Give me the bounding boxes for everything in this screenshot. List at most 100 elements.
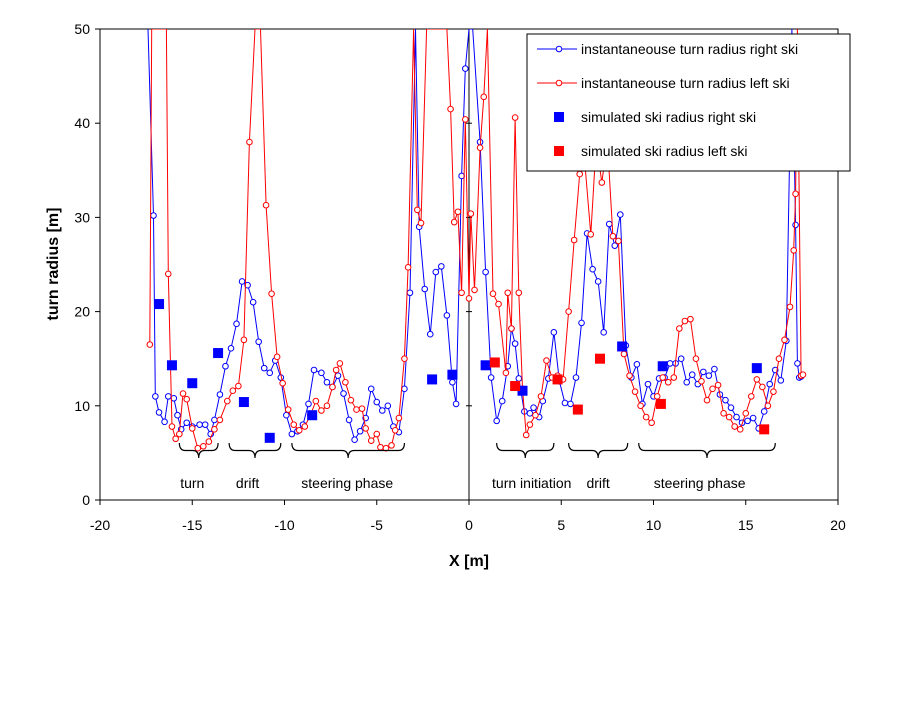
- data-point: [404, 264, 412, 271]
- data-point: [711, 365, 718, 373]
- phase-label: drift: [236, 475, 259, 491]
- data-point: [532, 411, 539, 419]
- data-point: [334, 372, 342, 379]
- data-point: [489, 357, 500, 368]
- data-point: [722, 396, 729, 404]
- data-point: [224, 397, 231, 405]
- data-point: [262, 201, 270, 209]
- phase-label: steering phase: [654, 475, 746, 491]
- data-point: [443, 312, 451, 319]
- data-point: [659, 374, 667, 381]
- data-point: [307, 410, 318, 421]
- x-tick-label: 0: [465, 517, 473, 533]
- data-point: [179, 390, 187, 397]
- data-point: [570, 236, 578, 244]
- data-point: [401, 385, 408, 393]
- x-axis-title: X [m]: [449, 553, 489, 570]
- phase-label: turn: [180, 475, 204, 491]
- data-point: [687, 315, 694, 323]
- data-point: [657, 361, 668, 372]
- data-point: [720, 410, 727, 417]
- data-point: [552, 374, 563, 385]
- data-point: [295, 426, 303, 434]
- data-point: [465, 295, 473, 302]
- data-point: [414, 206, 421, 214]
- data-point: [480, 360, 491, 371]
- data-point: [664, 378, 672, 386]
- data-point: [511, 340, 519, 347]
- data-point: [502, 369, 510, 377]
- legend-marker: [554, 112, 564, 122]
- data-point: [187, 378, 198, 389]
- data-point: [367, 437, 375, 444]
- data-point: [358, 405, 366, 412]
- data-point: [447, 369, 458, 380]
- data-point: [764, 402, 772, 410]
- data-point: [417, 219, 425, 227]
- data-point: [246, 138, 253, 146]
- data-point: [515, 375, 523, 382]
- data-point: [233, 320, 240, 328]
- data-point: [450, 218, 458, 226]
- y-tick-label: 30: [74, 209, 90, 225]
- data-point: [617, 341, 628, 352]
- data-point: [438, 263, 445, 270]
- data-point: [388, 442, 395, 449]
- data-point: [498, 397, 506, 405]
- data-point: [305, 400, 312, 408]
- data-point: [572, 374, 580, 381]
- data-point: [273, 353, 281, 361]
- legend-label: simulated ski radius left ski: [581, 143, 748, 159]
- data-point: [594, 278, 602, 285]
- y-tick-label: 50: [74, 21, 90, 37]
- data-point: [753, 376, 761, 383]
- data-point: [653, 393, 661, 400]
- data-point: [725, 413, 733, 421]
- y-tick-label: 0: [82, 492, 90, 508]
- data-point: [462, 116, 469, 123]
- data-point: [183, 419, 191, 427]
- data-point: [356, 427, 364, 435]
- x-tick-label: -10: [274, 517, 294, 533]
- data-point: [150, 212, 157, 219]
- data-point: [176, 430, 183, 438]
- data-point: [336, 360, 344, 367]
- data-point: [786, 303, 794, 311]
- data-point: [264, 432, 275, 443]
- x-tick-label: -15: [182, 517, 202, 533]
- data-point: [395, 414, 403, 422]
- data-point: [235, 382, 242, 390]
- data-point: [655, 398, 666, 409]
- data-point: [268, 290, 275, 298]
- data-point: [216, 391, 224, 398]
- data-point: [709, 385, 716, 393]
- data-point: [775, 355, 783, 363]
- x-tick-label: -20: [90, 517, 110, 533]
- data-point: [378, 407, 386, 414]
- data-point: [792, 190, 799, 198]
- data-point: [759, 383, 766, 391]
- y-tick-label: 40: [74, 115, 90, 131]
- data-point: [146, 341, 154, 348]
- data-point: [255, 338, 262, 346]
- data-point: [676, 325, 683, 332]
- data-point: [229, 387, 237, 395]
- data-point: [615, 237, 622, 245]
- y-axis-title: turn radius [m]: [45, 208, 62, 321]
- data-point: [609, 232, 617, 240]
- y-tick-label: 10: [74, 398, 90, 414]
- data-point: [537, 393, 545, 400]
- data-point: [714, 381, 722, 389]
- data-point: [576, 170, 584, 178]
- data-point: [172, 435, 179, 443]
- data-point: [781, 336, 788, 344]
- data-point: [152, 393, 159, 400]
- data-point: [227, 345, 235, 352]
- series-2: [146, 29, 807, 452]
- data-point: [421, 285, 429, 293]
- data-point: [240, 336, 248, 344]
- data-point: [589, 265, 596, 273]
- data-point: [567, 400, 574, 408]
- data-point: [611, 242, 619, 249]
- data-point: [493, 417, 500, 425]
